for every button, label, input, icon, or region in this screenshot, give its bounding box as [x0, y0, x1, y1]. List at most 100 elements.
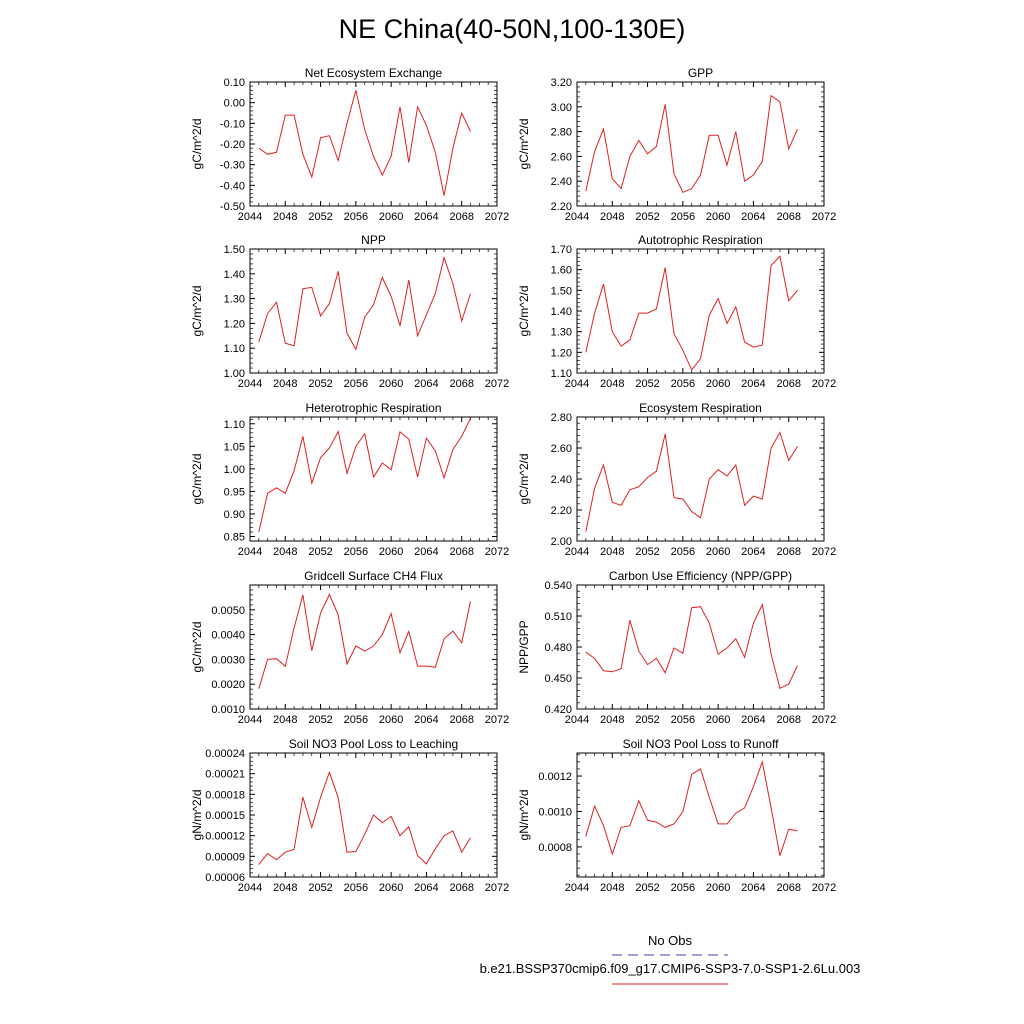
series-line-gridcell-surface-ch4-flux — [258, 593, 471, 689]
x-tick-label: 2068 — [449, 882, 473, 894]
figure-title: NE China(40-50N,100-130E) — [339, 14, 686, 44]
x-tick-label: 2048 — [600, 882, 624, 894]
x-tick-label: 2048 — [273, 714, 297, 726]
series-line-ecosystem-respiration — [585, 431, 798, 532]
x-tick-label: 2072 — [485, 714, 509, 726]
y-tick-label: -0.10 — [220, 118, 245, 130]
y-tick-label: 0.510 — [544, 611, 572, 623]
panel-title: Gridcell Surface CH4 Flux — [304, 569, 443, 583]
x-tick-label: 2072 — [485, 882, 509, 894]
panel-carbon-use-efficiency-npp-gpp: Carbon Use Efficiency (NPP/GPP) NPP/GPP 20… — [517, 569, 836, 726]
y-axis-label: gN/m^2/d — [517, 790, 531, 841]
y-tick-label: 0.95 — [224, 486, 245, 498]
x-tick-label: 2064 — [414, 546, 438, 558]
y-tick-label: 3.20 — [551, 77, 572, 89]
x-tick-label: 2044 — [238, 211, 262, 223]
x-tick-label: 2052 — [635, 378, 659, 390]
panel-gpp: GPP gC/m^2/d 2044 2048 2052 2056 2060 2064 2068 2… — [517, 66, 836, 223]
y-tick-label: 0.00021 — [205, 769, 245, 781]
plot-frame — [576, 752, 825, 878]
y-tick-label: 2.60 — [551, 443, 572, 455]
panel-title: Ecosystem Respiration — [639, 401, 762, 415]
panel-title: NPP — [361, 233, 386, 247]
y-tick-label: 0.85 — [224, 531, 245, 543]
panel-grid: Net Ecosystem Exchange gC/m^2/d 2044 2048 20… — [190, 66, 836, 894]
series-line-gpp — [585, 94, 798, 194]
y-tick-label: 1.10 — [551, 368, 572, 380]
y-tick-label: 1.00 — [224, 464, 245, 476]
y-tick-label: 0.00024 — [205, 748, 245, 760]
x-tick-label: 2068 — [449, 378, 473, 390]
plot-frame — [576, 248, 825, 374]
x-tick-label: 2052 — [635, 882, 659, 894]
x-tick-label: 2048 — [273, 546, 297, 558]
x-tick-label: 2072 — [485, 211, 509, 223]
y-tick-label: 1.30 — [224, 294, 245, 306]
x-tick-label: 2072 — [812, 211, 836, 223]
x-tick-label: 2044 — [565, 211, 589, 223]
y-axis-label: gC/m^2/d — [190, 622, 204, 673]
x-tick-label: 2056 — [344, 378, 368, 390]
x-tick-label: 2060 — [706, 211, 730, 223]
y-tick-label: 1.05 — [224, 441, 245, 453]
y-tick-label: 0.480 — [544, 642, 572, 654]
y-tick-label: 1.40 — [551, 306, 572, 318]
y-tick-label: 0.0010 — [538, 806, 572, 818]
y-tick-label: 1.20 — [551, 347, 572, 359]
x-tick-label: 2056 — [671, 546, 695, 558]
y-tick-label: 0.450 — [544, 673, 572, 685]
x-tick-label: 2060 — [379, 211, 403, 223]
y-tick-label: 0.0012 — [538, 771, 572, 783]
x-tick-label: 2044 — [238, 378, 262, 390]
y-tick-label: 2.20 — [551, 201, 572, 213]
y-tick-label: 1.10 — [224, 343, 245, 355]
y-tick-label: 0.00018 — [205, 789, 245, 801]
y-tick-label: 1.20 — [224, 318, 245, 330]
y-tick-label: 2.40 — [551, 474, 572, 486]
y-tick-label: 0.00006 — [205, 872, 245, 884]
y-tick-label: 2.60 — [551, 151, 572, 163]
x-tick-label: 2072 — [812, 378, 836, 390]
y-tick-label: 1.50 — [224, 244, 245, 256]
x-tick-label: 2068 — [776, 882, 800, 894]
y-axis-label: gC/m^2/d — [517, 119, 531, 170]
y-tick-label: -0.20 — [220, 139, 245, 151]
panel-autotrophic-respiration: Autotrophic Respiration gC/m^2/d 2044 2048 2… — [517, 233, 836, 390]
y-tick-label: 1.00 — [224, 368, 245, 380]
y-tick-label: 0.90 — [224, 509, 245, 521]
y-tick-label: 0.00015 — [205, 810, 245, 822]
y-tick-label: -0.50 — [220, 201, 245, 213]
x-tick-label: 2060 — [706, 378, 730, 390]
panel-title: Autotrophic Respiration — [638, 233, 763, 247]
x-tick-label: 2068 — [449, 546, 473, 558]
legend-label-no-obs: No Obs — [648, 933, 693, 948]
y-tick-label: 0.00009 — [205, 851, 245, 863]
y-tick-label: 1.70 — [551, 244, 572, 256]
legend-label-model-run: b.e21.BSSP370cmip6.f09_g17.CMIP6-SSP3-7.… — [480, 961, 861, 976]
x-tick-label: 2064 — [741, 378, 765, 390]
x-tick-label: 2064 — [414, 714, 438, 726]
x-tick-label: 2064 — [741, 546, 765, 558]
x-tick-label: 2064 — [741, 882, 765, 894]
y-tick-label: 2.00 — [551, 536, 572, 548]
y-axis-label: gC/m^2/d — [517, 286, 531, 337]
y-tick-label: 0.0040 — [211, 630, 245, 642]
x-tick-label: 2044 — [565, 546, 589, 558]
x-tick-label: 2068 — [776, 546, 800, 558]
x-tick-label: 2060 — [379, 714, 403, 726]
y-axis-label: NPP/GPP — [517, 620, 531, 673]
x-tick-label: 2052 — [308, 211, 332, 223]
x-tick-label: 2048 — [600, 211, 624, 223]
x-tick-label: 2072 — [812, 546, 836, 558]
x-tick-label: 2056 — [671, 714, 695, 726]
x-tick-label: 2056 — [344, 714, 368, 726]
y-tick-label: 2.20 — [551, 505, 572, 517]
plot-frame — [249, 416, 498, 542]
x-tick-label: 2060 — [706, 714, 730, 726]
x-tick-label: 2068 — [776, 211, 800, 223]
panel-title: Heterotrophic Respiration — [305, 401, 441, 415]
x-tick-label: 2052 — [635, 211, 659, 223]
y-tick-label: 0.0030 — [211, 654, 245, 666]
x-tick-label: 2072 — [812, 714, 836, 726]
